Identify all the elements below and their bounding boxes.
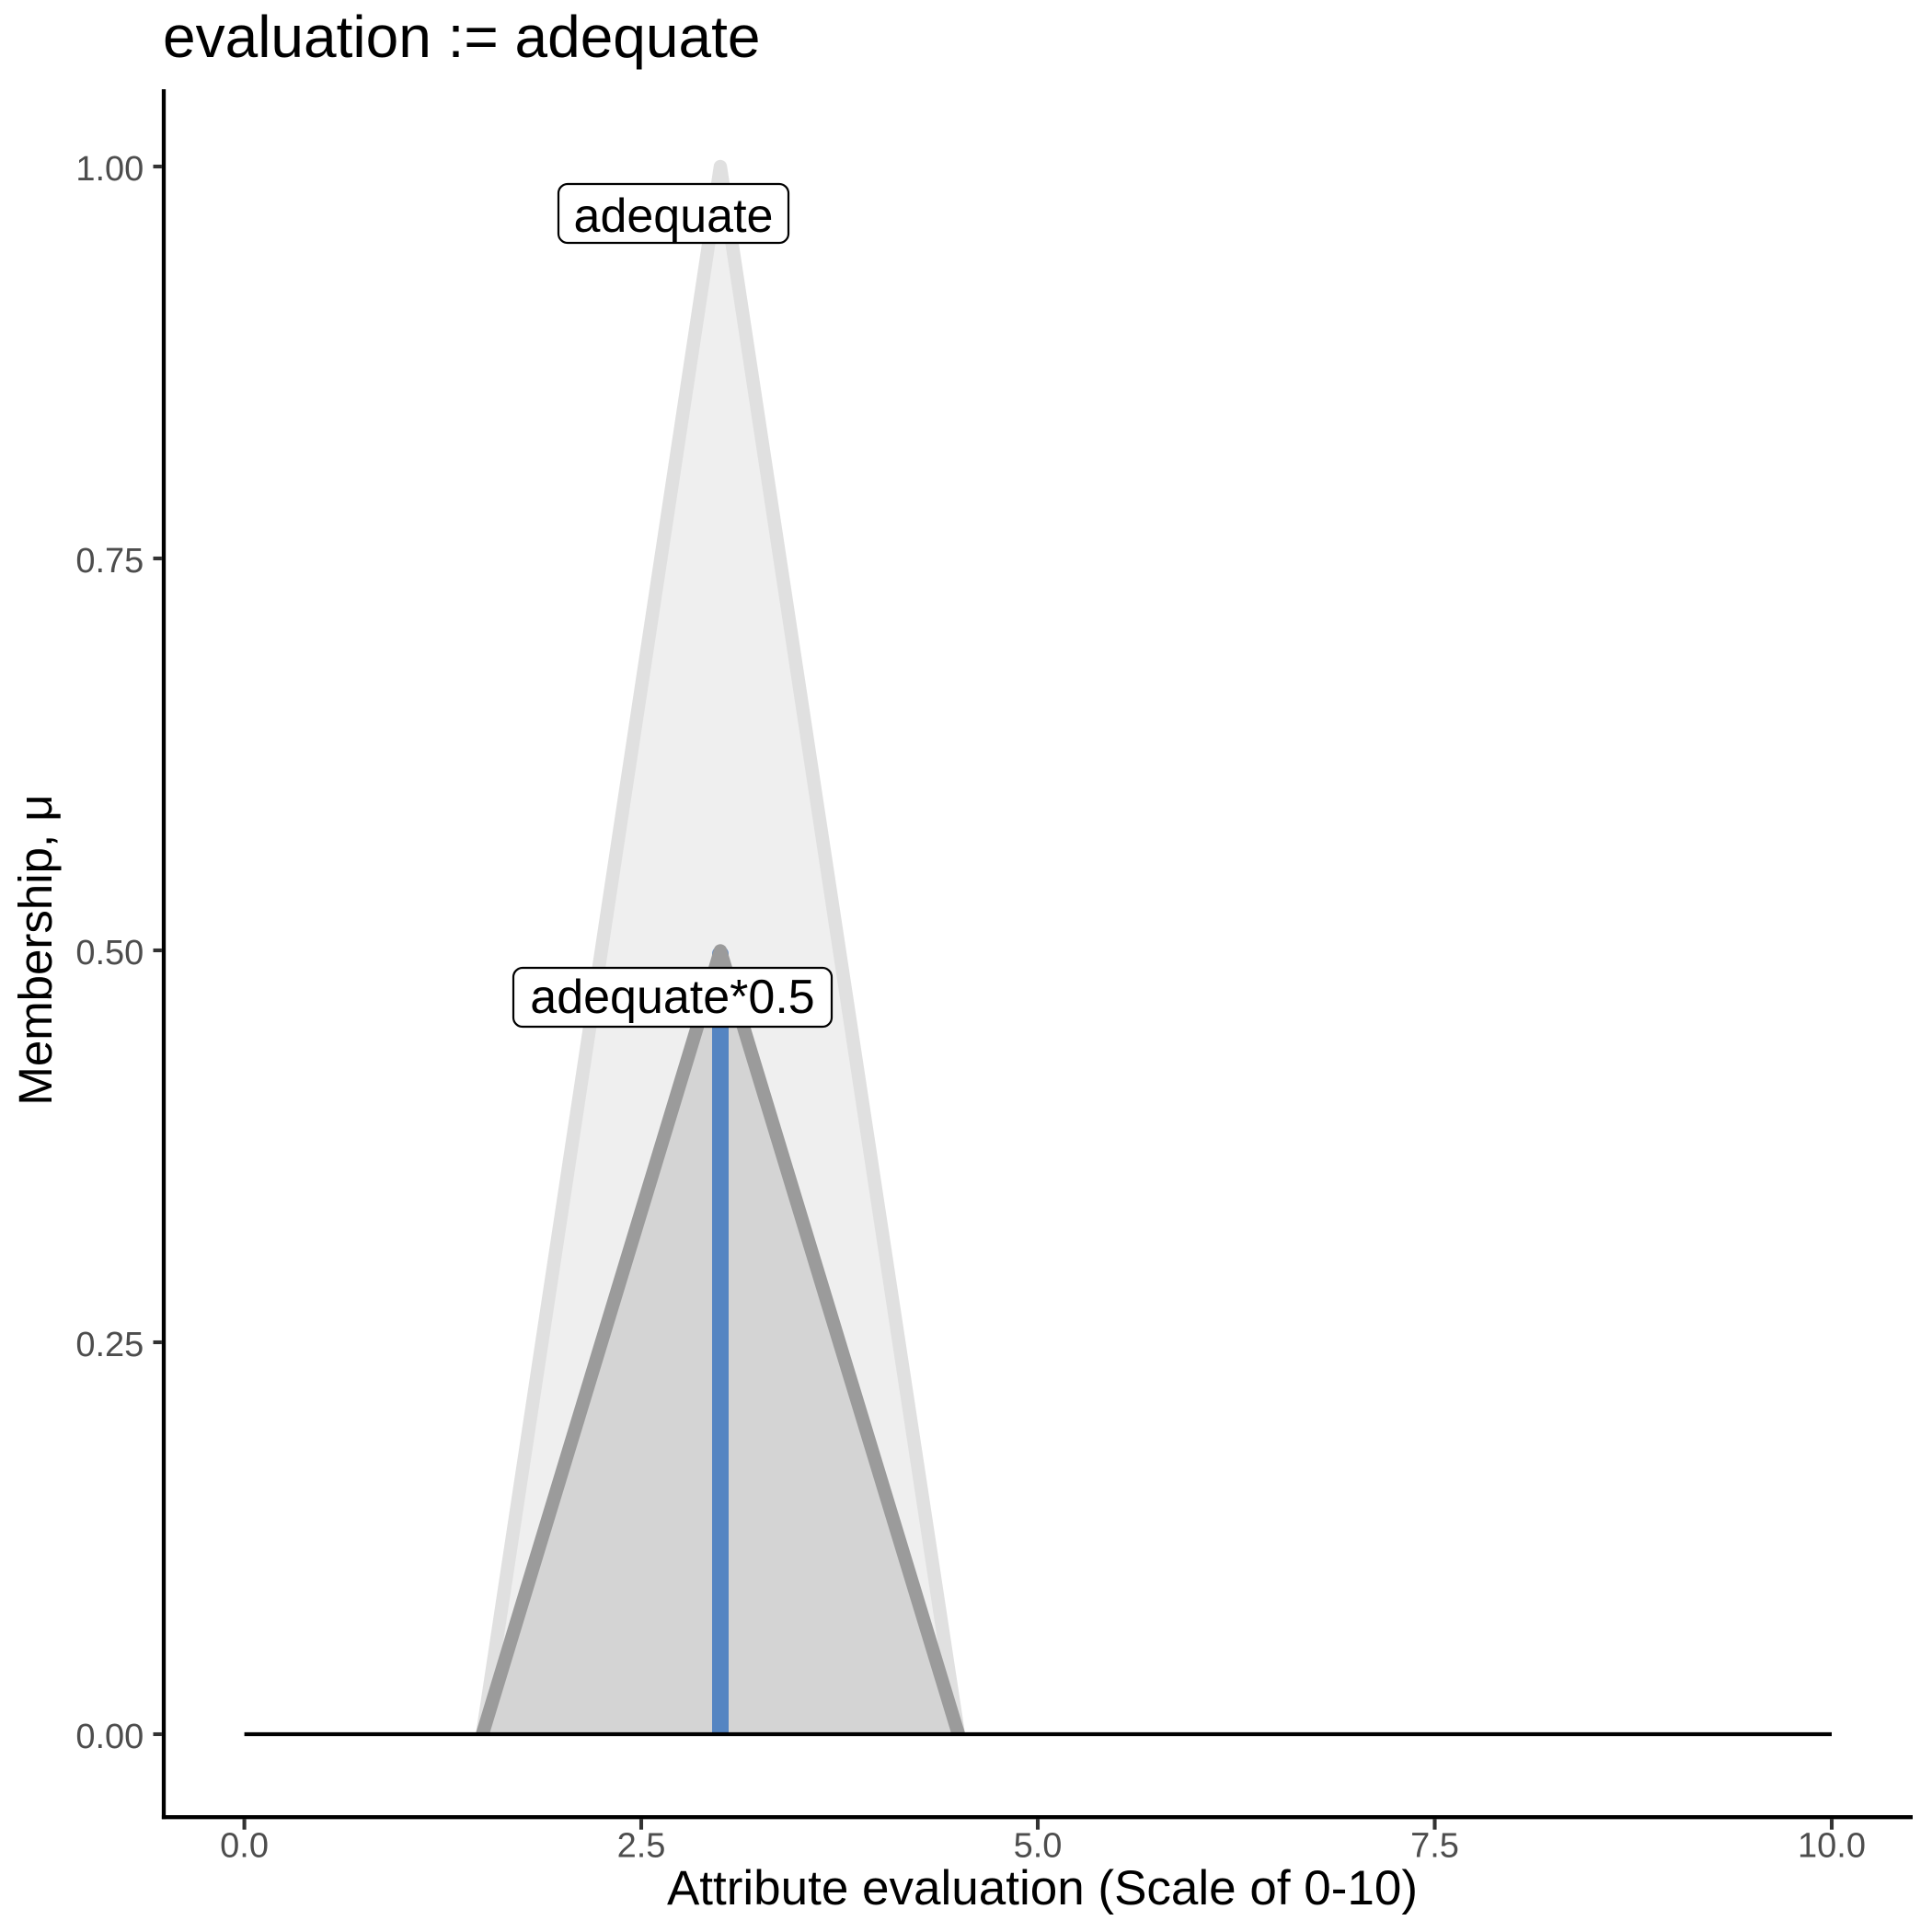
svg-text:1.00: 1.00	[75, 150, 144, 189]
svg-text:evaluation := adequate: evaluation := adequate	[163, 4, 760, 70]
svg-text:0.75: 0.75	[75, 542, 144, 581]
svg-text:Attribute evaluation (Scale of: Attribute evaluation (Scale of 0-10)	[667, 1861, 1418, 1915]
svg-text:0.00: 0.00	[75, 1718, 144, 1756]
svg-text:10.0: 10.0	[1798, 1827, 1866, 1866]
svg-text:0.50: 0.50	[75, 934, 144, 972]
svg-text:adequate*0.5: adequate*0.5	[530, 971, 814, 1024]
svg-text:5.0: 5.0	[1014, 1827, 1063, 1866]
svg-text:7.5: 7.5	[1410, 1827, 1459, 1866]
svg-text:0.25: 0.25	[75, 1326, 144, 1364]
svg-text:0.0: 0.0	[220, 1827, 269, 1866]
svg-text:2.5: 2.5	[617, 1827, 666, 1866]
svg-text:adequate: adequate	[574, 190, 774, 243]
svg-text:Membership, μ: Membership, μ	[9, 794, 62, 1105]
